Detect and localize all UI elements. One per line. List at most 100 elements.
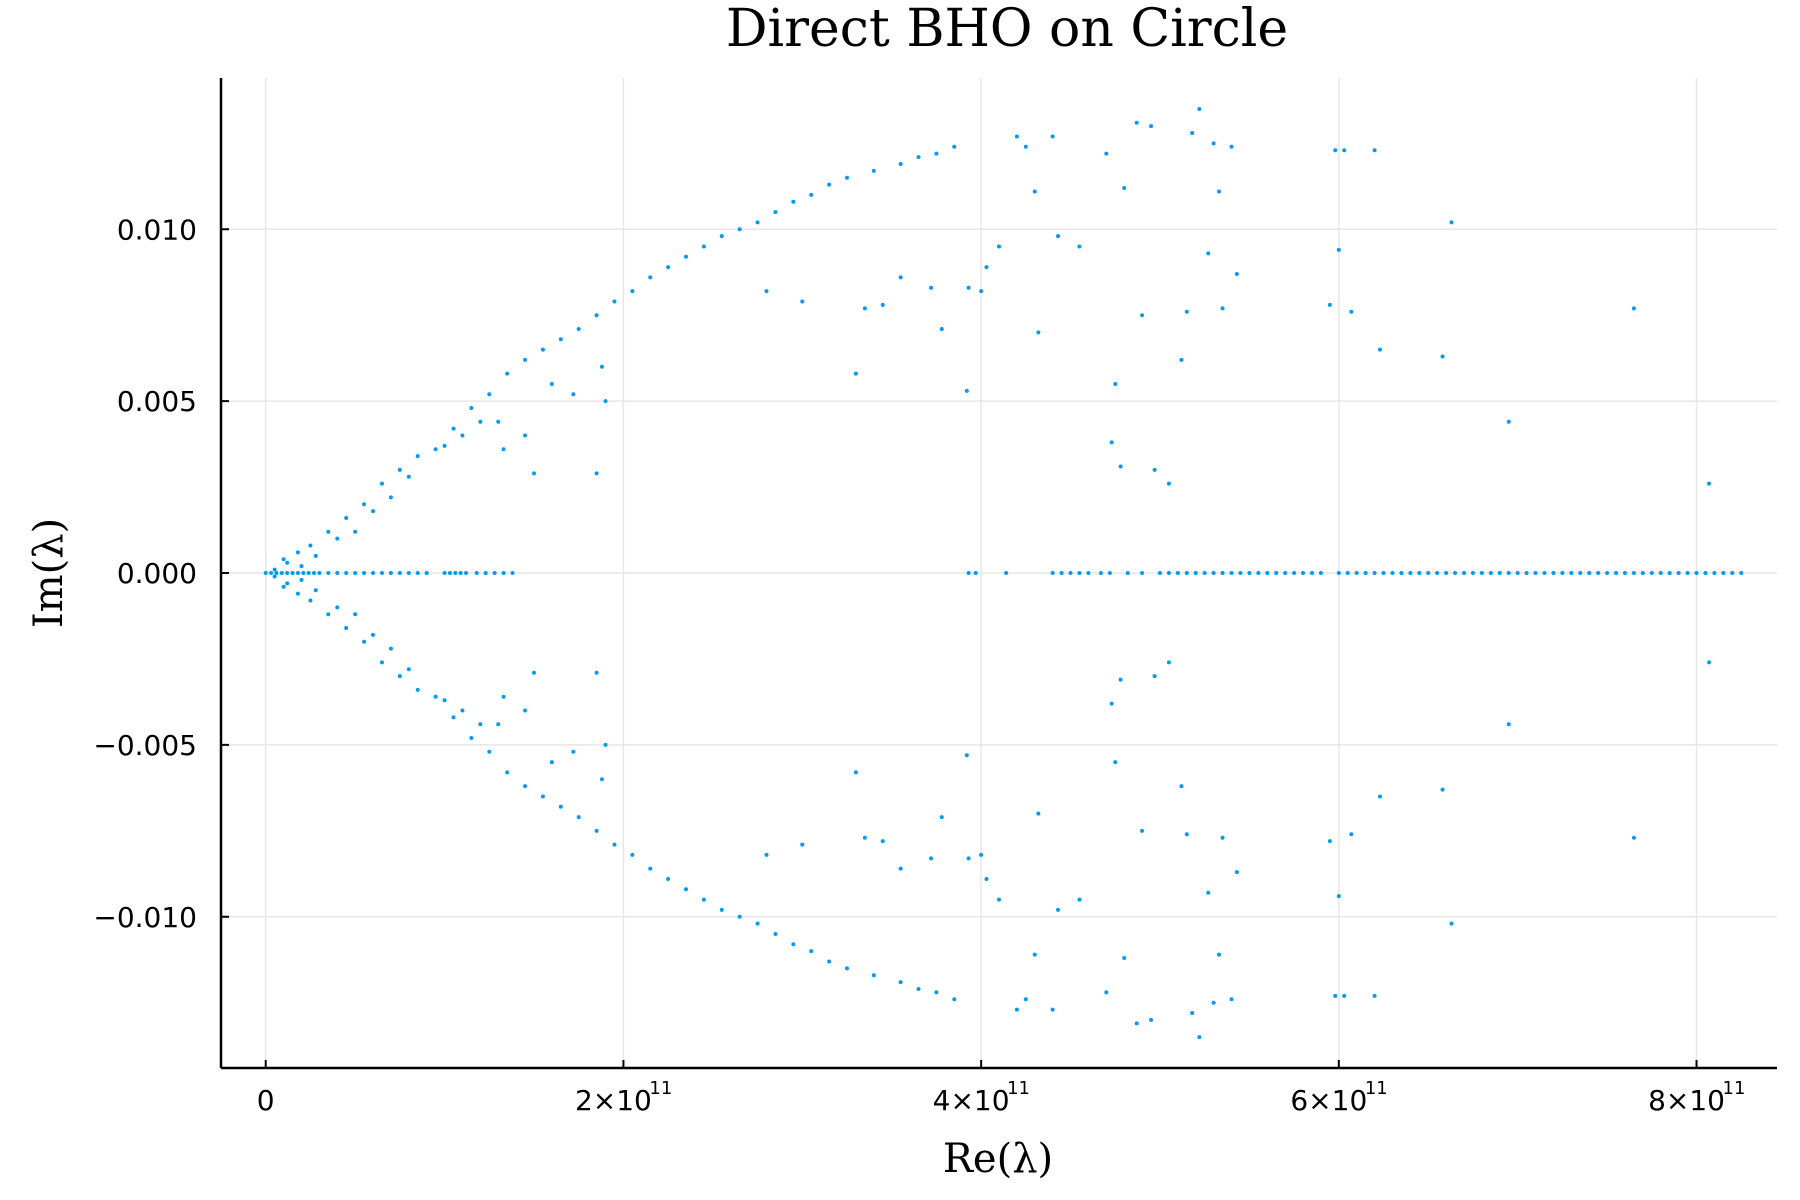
data-point [1184,571,1189,575]
x-tick-label: 0 [257,1084,275,1117]
data-point [1605,571,1610,575]
data-point [464,571,469,575]
data-point [1551,571,1556,575]
data-point [1157,571,1162,575]
data-point [973,571,978,575]
data-point [496,722,501,727]
data-point [1014,1007,1019,1012]
data-point [1631,306,1636,311]
data-point [492,571,497,575]
data-point [853,371,858,376]
data-point [335,605,340,610]
data-point [737,227,742,232]
data-point [433,694,438,699]
data-point [1381,571,1386,575]
data-point [1707,660,1712,665]
data-point [299,577,304,582]
data-point [1631,571,1636,575]
data-point [880,839,885,844]
y-tick-label: 0.000 [117,557,197,590]
data-point [549,760,554,765]
data-point [1327,302,1332,307]
data-point [630,852,635,857]
data-point [1050,571,1055,575]
x-tick-label: 4×10 [933,1084,1010,1117]
data-point [1542,571,1547,575]
data-point [898,866,903,871]
data-point [1134,120,1139,125]
data-point [1216,952,1221,957]
data-point [1202,571,1207,575]
data-point [1166,571,1171,575]
data-point [301,571,306,575]
data-point [1152,467,1157,472]
data-point [1179,784,1184,789]
data-point [1453,571,1458,575]
data-point [388,495,393,500]
data-point [313,588,318,593]
data-point [269,571,274,575]
chart-title: Direct BHO on Circle [726,0,1288,59]
data-point [599,777,604,782]
data-point [1685,571,1690,575]
data-point [1309,571,1314,575]
data-point [1234,271,1239,276]
data-point [1023,144,1028,149]
data-point [451,426,456,431]
data-point [1707,481,1712,486]
data-point [531,670,536,675]
data-point [1506,419,1511,424]
data-point [1125,571,1130,575]
data-point [952,997,957,1002]
data-point [1036,811,1041,816]
data-point [1444,571,1449,575]
y-axis-ticks: 0.010 0.005 0.000 −0.005 −0.010 [93,213,229,934]
data-point [272,574,277,579]
data-point [549,381,554,386]
data-point [510,571,515,575]
data-point [263,571,268,575]
data-point [1113,381,1118,386]
data-point [1152,674,1157,679]
data-point [571,749,576,754]
data-point [934,151,939,156]
data-point [1318,571,1323,575]
data-point [1059,571,1064,575]
data-point [415,687,420,692]
data-point [1229,144,1234,149]
data-point [397,674,402,679]
data-point [1197,1035,1202,1040]
data-point [1372,993,1377,998]
data-point [474,571,479,575]
data-point [997,244,1001,249]
data-point [1730,571,1735,575]
data-point [1149,1017,1154,1022]
data-point [571,392,576,397]
data-point [442,698,447,703]
data-point [1587,571,1592,575]
data-point [1336,571,1341,575]
data-point [496,419,501,424]
data-point [1104,151,1109,156]
data-point [603,742,608,747]
data-point [1515,571,1520,575]
data-point [406,667,411,672]
y-tick-label: 0.005 [117,385,197,418]
data-point [1122,186,1127,190]
data-point [1470,571,1475,575]
data-point [279,571,284,575]
data-point [871,168,876,173]
data-point [1032,189,1037,194]
data-point [1107,571,1112,575]
data-point [1184,309,1189,314]
data-point [1435,571,1440,575]
data-point [594,828,599,833]
data-point [1179,357,1184,362]
y-axis-label: Im(λ) [26,518,72,628]
data-point [388,646,393,651]
data-point [1408,571,1413,575]
data-point [898,275,903,280]
data-point [447,571,452,575]
data-point [281,557,286,562]
data-point [880,302,885,307]
